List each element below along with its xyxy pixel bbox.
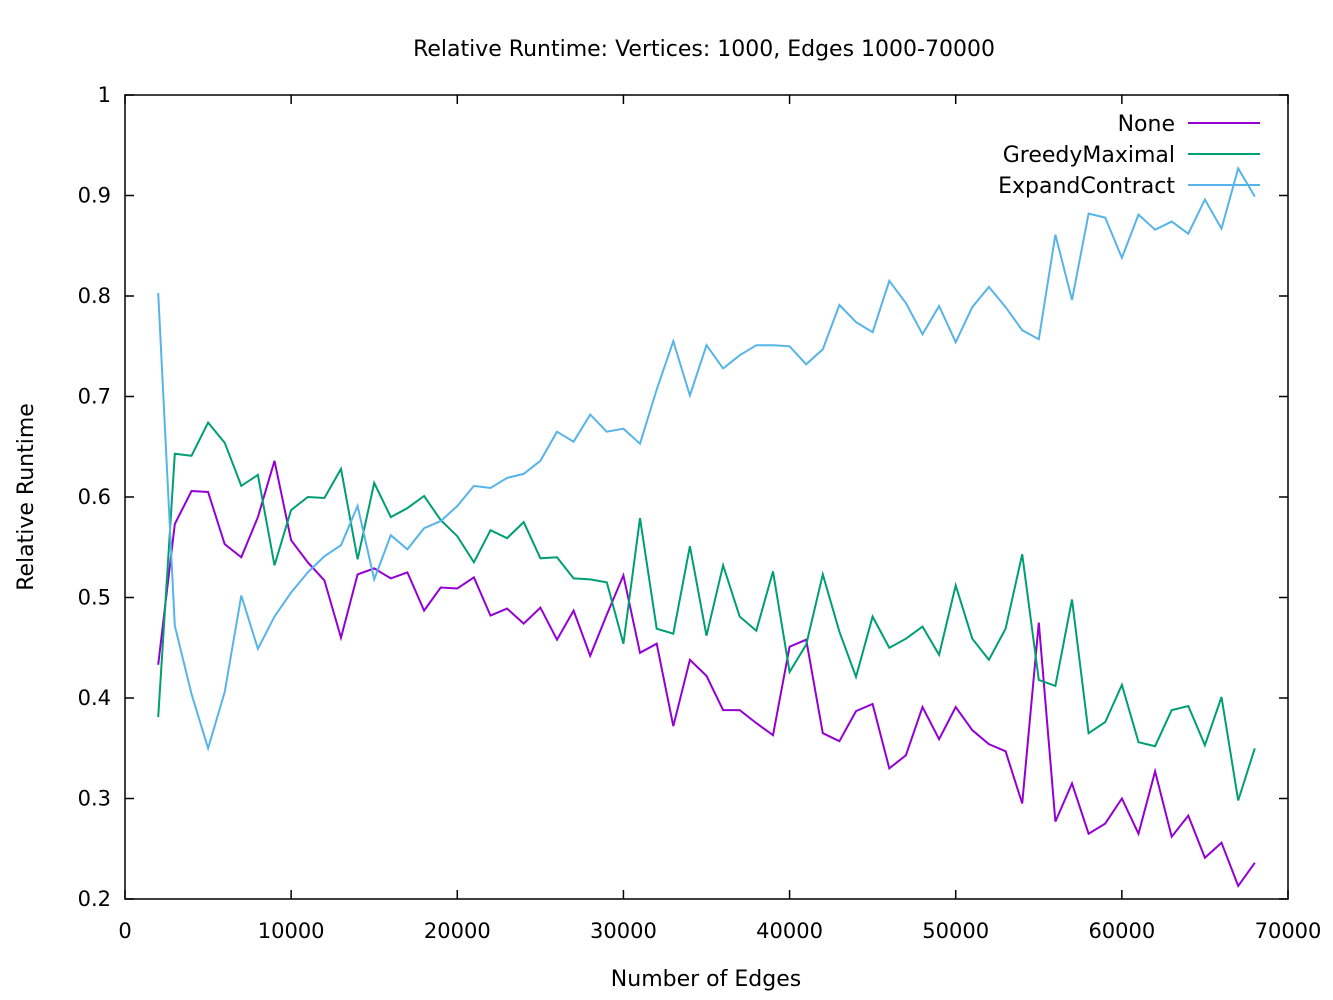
y-tick-label: 1 [98, 83, 111, 107]
series-line-greedymaximal [157, 420, 1256, 801]
plot-border [124, 94, 1289, 900]
legend-label-none: None [1118, 112, 1175, 137]
x-axis-label: Number of Edges [611, 967, 801, 992]
y-axis-label: Relative Runtime [14, 403, 39, 591]
x-tick-label: 40000 [756, 919, 823, 943]
series-line-none [157, 460, 1256, 888]
y-tick-label: 0.5 [78, 586, 111, 610]
x-tick-label: 0 [118, 919, 131, 943]
plot-frame [124, 94, 1289, 900]
y-tick-label: 0.9 [78, 184, 111, 208]
y-tick-label: 0.6 [78, 485, 111, 509]
x-tick-label: 20000 [424, 919, 491, 943]
legend-label-expandcontract: ExpandContract [998, 174, 1175, 199]
legend: None GreedyMaximal ExpandContract [998, 112, 1260, 199]
x-tick-label: 60000 [1088, 919, 1155, 943]
x-tick-label: 10000 [258, 919, 325, 943]
x-axis: 0 10000 20000 30000 40000 50000 60000 70000 [118, 95, 1321, 943]
series-group [157, 165, 1256, 888]
x-tick-label: 50000 [922, 919, 989, 943]
y-tick-label: 0.8 [78, 284, 111, 308]
series-line-expandcontract [157, 165, 1256, 752]
y-tick-label: 0.7 [78, 385, 111, 409]
legend-label-greedymaximal: GreedyMaximal [1003, 143, 1175, 168]
y-tick-label: 0.4 [78, 686, 111, 710]
x-tick-label: 30000 [590, 919, 657, 943]
y-tick-label: 0.3 [78, 787, 111, 811]
y-axis: 0.2 0.3 0.4 0.5 0.6 0.7 0.8 0.9 1 [78, 83, 1288, 911]
chart-title: Relative Runtime: Vertices: 1000, Edges … [413, 37, 995, 62]
x-tick-label: 70000 [1255, 919, 1322, 943]
y-tick-label: 0.2 [78, 887, 111, 911]
